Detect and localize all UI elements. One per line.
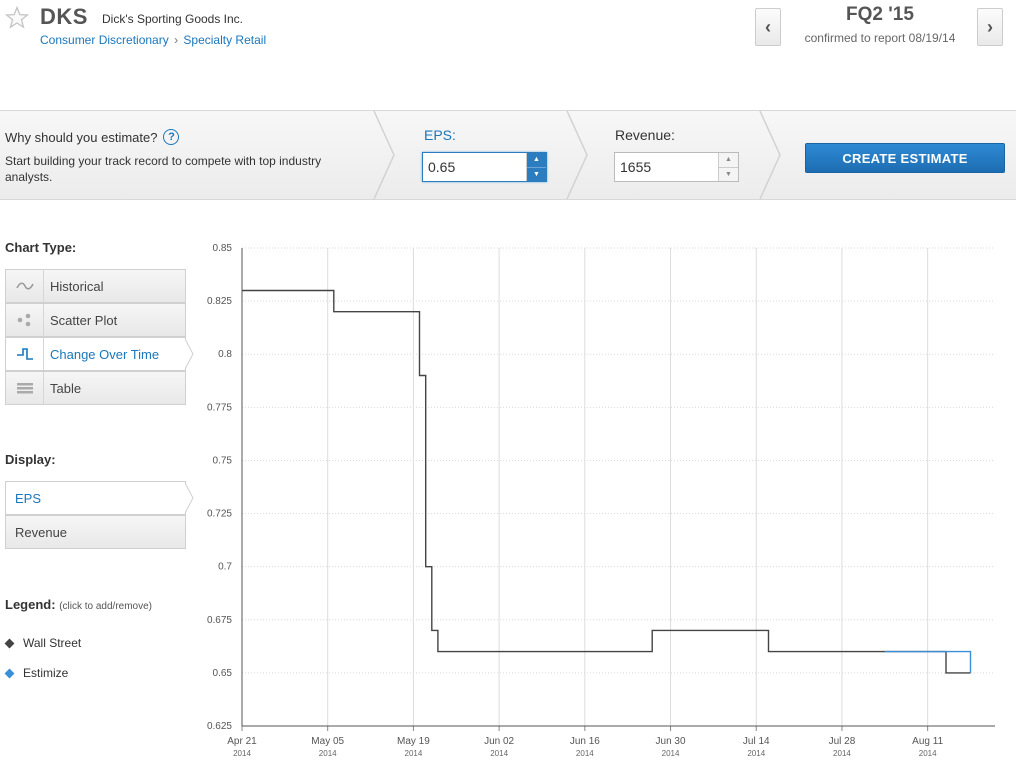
series-line-estimize — [884, 650, 972, 673]
x-tick-year: 2014 — [319, 749, 337, 758]
revenue-label: Revenue: — [615, 127, 675, 143]
wave-icon — [15, 282, 34, 290]
x-tick-year: 2014 — [233, 749, 251, 758]
legend-title: Legend: (click to add/remove) — [5, 597, 152, 612]
chart-type-historical[interactable]: Historical — [5, 269, 186, 303]
legend-item-wall-street[interactable]: Wall Street — [4, 636, 82, 650]
x-tick-year: 2014 — [662, 749, 680, 758]
breadcrumb-industry[interactable]: Specialty Retail — [183, 33, 267, 47]
y-tick-label: 0.65 — [213, 668, 233, 679]
revenue-input[interactable] — [615, 153, 718, 181]
legend-label: Wall Street — [23, 636, 82, 650]
chart-type-table[interactable]: Table — [5, 371, 186, 405]
diamond-icon — [4, 668, 15, 678]
x-tick-year: 2014 — [833, 749, 851, 758]
chart-type-label: Table — [50, 380, 82, 396]
y-tick-label: 0.775 — [207, 402, 232, 413]
x-tick-label: Jun 30 — [656, 736, 686, 747]
x-tick-label: Aug 11 — [912, 736, 943, 747]
x-tick-year: 2014 — [490, 749, 508, 758]
ticker-symbol: DKS — [40, 4, 88, 29]
estimate-bar: Why should you estimate? ? Start buildin… — [0, 110, 1016, 200]
x-tick-label: May 19 — [397, 736, 430, 747]
create-estimate-button[interactable]: CREATE ESTIMATE — [805, 143, 1005, 173]
report-date: confirmed to report 08/19/14 — [804, 31, 956, 45]
display-title: Display: — [5, 452, 56, 467]
breadcrumb-separator: › — [174, 33, 179, 47]
step-icon — [16, 348, 33, 360]
scatter-icon — [17, 313, 30, 327]
step-divider — [373, 111, 395, 199]
revenue-stepper: ▲ ▼ — [717, 153, 738, 181]
y-tick-label: 0.75 — [213, 455, 233, 466]
x-tick-year: 2014 — [576, 749, 594, 758]
display-label: Revenue — [15, 524, 68, 540]
y-tick-label: 0.675 — [207, 615, 232, 626]
active-pointer — [184, 481, 194, 515]
legend-label: Estimize — [23, 666, 69, 680]
eps-increment-icon[interactable]: ▲ — [526, 153, 546, 168]
company-name: Dick's Sporting Goods Inc. — [102, 12, 244, 26]
why-estimate-label: Why should you estimate? — [5, 129, 158, 145]
x-tick-year: 2014 — [405, 749, 423, 758]
x-tick-label: Jun 02 — [484, 736, 514, 747]
previous-quarter-button[interactable]: ‹ — [755, 8, 781, 46]
series-line-wall-street — [242, 289, 971, 674]
x-tick-year: 2014 — [747, 749, 765, 758]
x-tick-label: Jul 14 — [743, 736, 770, 747]
x-tick-label: May 05 — [311, 736, 344, 747]
legend-hint: (click to add/remove) — [59, 601, 152, 612]
eps-decrement-icon[interactable]: ▼ — [526, 167, 546, 181]
display-revenue[interactable]: Revenue — [5, 515, 186, 549]
chart-canvas: 0.85 0.825 0.8 0.775 0.75 0.725 0.7 0.675 0.65 0.… — [207, 243, 995, 758]
header: DKS Dick's Sporting Goods Inc. Consumer … — [0, 0, 1016, 110]
revenue-field: ▲ ▼ — [614, 152, 739, 182]
eps-chart: 0.85 0.825 0.8 0.775 0.75 0.725 0.7 0.675 0.65 0.… — [200, 236, 1016, 768]
table-icon — [16, 383, 33, 394]
y-tick-label: 0.825 — [207, 296, 232, 307]
chart-type-scatter[interactable]: Scatter Plot — [5, 303, 186, 337]
y-tick-label: 0.8 — [218, 349, 232, 360]
legend-title-label: Legend: — [5, 597, 56, 612]
help-icon[interactable]: ? — [163, 129, 180, 145]
why-estimate-title: Why should you estimate? ? — [5, 129, 180, 145]
y-tick-label: 0.625 — [207, 721, 232, 732]
eps-field: ▲ ▼ — [422, 152, 547, 182]
x-tick-label: Jul 28 — [829, 736, 856, 747]
step-divider — [566, 111, 588, 199]
revenue-increment-icon[interactable]: ▲ — [718, 153, 738, 168]
chart-type-change-over-time[interactable]: Change Over Time — [5, 337, 194, 371]
chart-type-title: Chart Type: — [5, 240, 77, 255]
why-estimate-description: Start building your track record to comp… — [5, 154, 322, 184]
x-tick-label: Apr 21 — [227, 736, 257, 747]
chevron-left-icon: ‹ — [765, 16, 771, 37]
display-label: EPS — [15, 490, 42, 506]
revenue-decrement-icon[interactable]: ▼ — [718, 167, 738, 181]
next-quarter-button[interactable]: › — [977, 8, 1003, 46]
display-eps[interactable]: EPS — [5, 481, 194, 515]
chart-type-label: Historical — [50, 278, 104, 294]
x-tick-label: Jun 16 — [570, 736, 600, 747]
step-divider — [759, 111, 781, 199]
breadcrumb-sector[interactable]: Consumer Discretionary — [40, 33, 169, 47]
eps-stepper: ▲ ▼ — [525, 153, 546, 181]
chart-type-label: Scatter Plot — [50, 312, 118, 328]
chevron-right-icon: › — [987, 16, 993, 37]
y-tick-label: 0.725 — [207, 509, 232, 520]
chart-type-label: Change Over Time — [50, 346, 160, 362]
eps-input[interactable] — [423, 153, 526, 181]
star-icon[interactable] — [5, 6, 29, 30]
breadcrumb: Consumer Discretionary › Specialty Retai… — [40, 33, 266, 47]
legend-item-estimize[interactable]: Estimize — [4, 666, 69, 680]
y-tick-label: 0.7 — [218, 562, 232, 573]
eps-label: EPS: — [424, 127, 456, 143]
diamond-icon — [4, 638, 15, 648]
active-pointer — [184, 337, 194, 371]
fiscal-quarter: FQ2 '15 — [846, 4, 914, 25]
y-tick-label: 0.85 — [213, 243, 233, 254]
x-tick-year: 2014 — [919, 749, 937, 758]
